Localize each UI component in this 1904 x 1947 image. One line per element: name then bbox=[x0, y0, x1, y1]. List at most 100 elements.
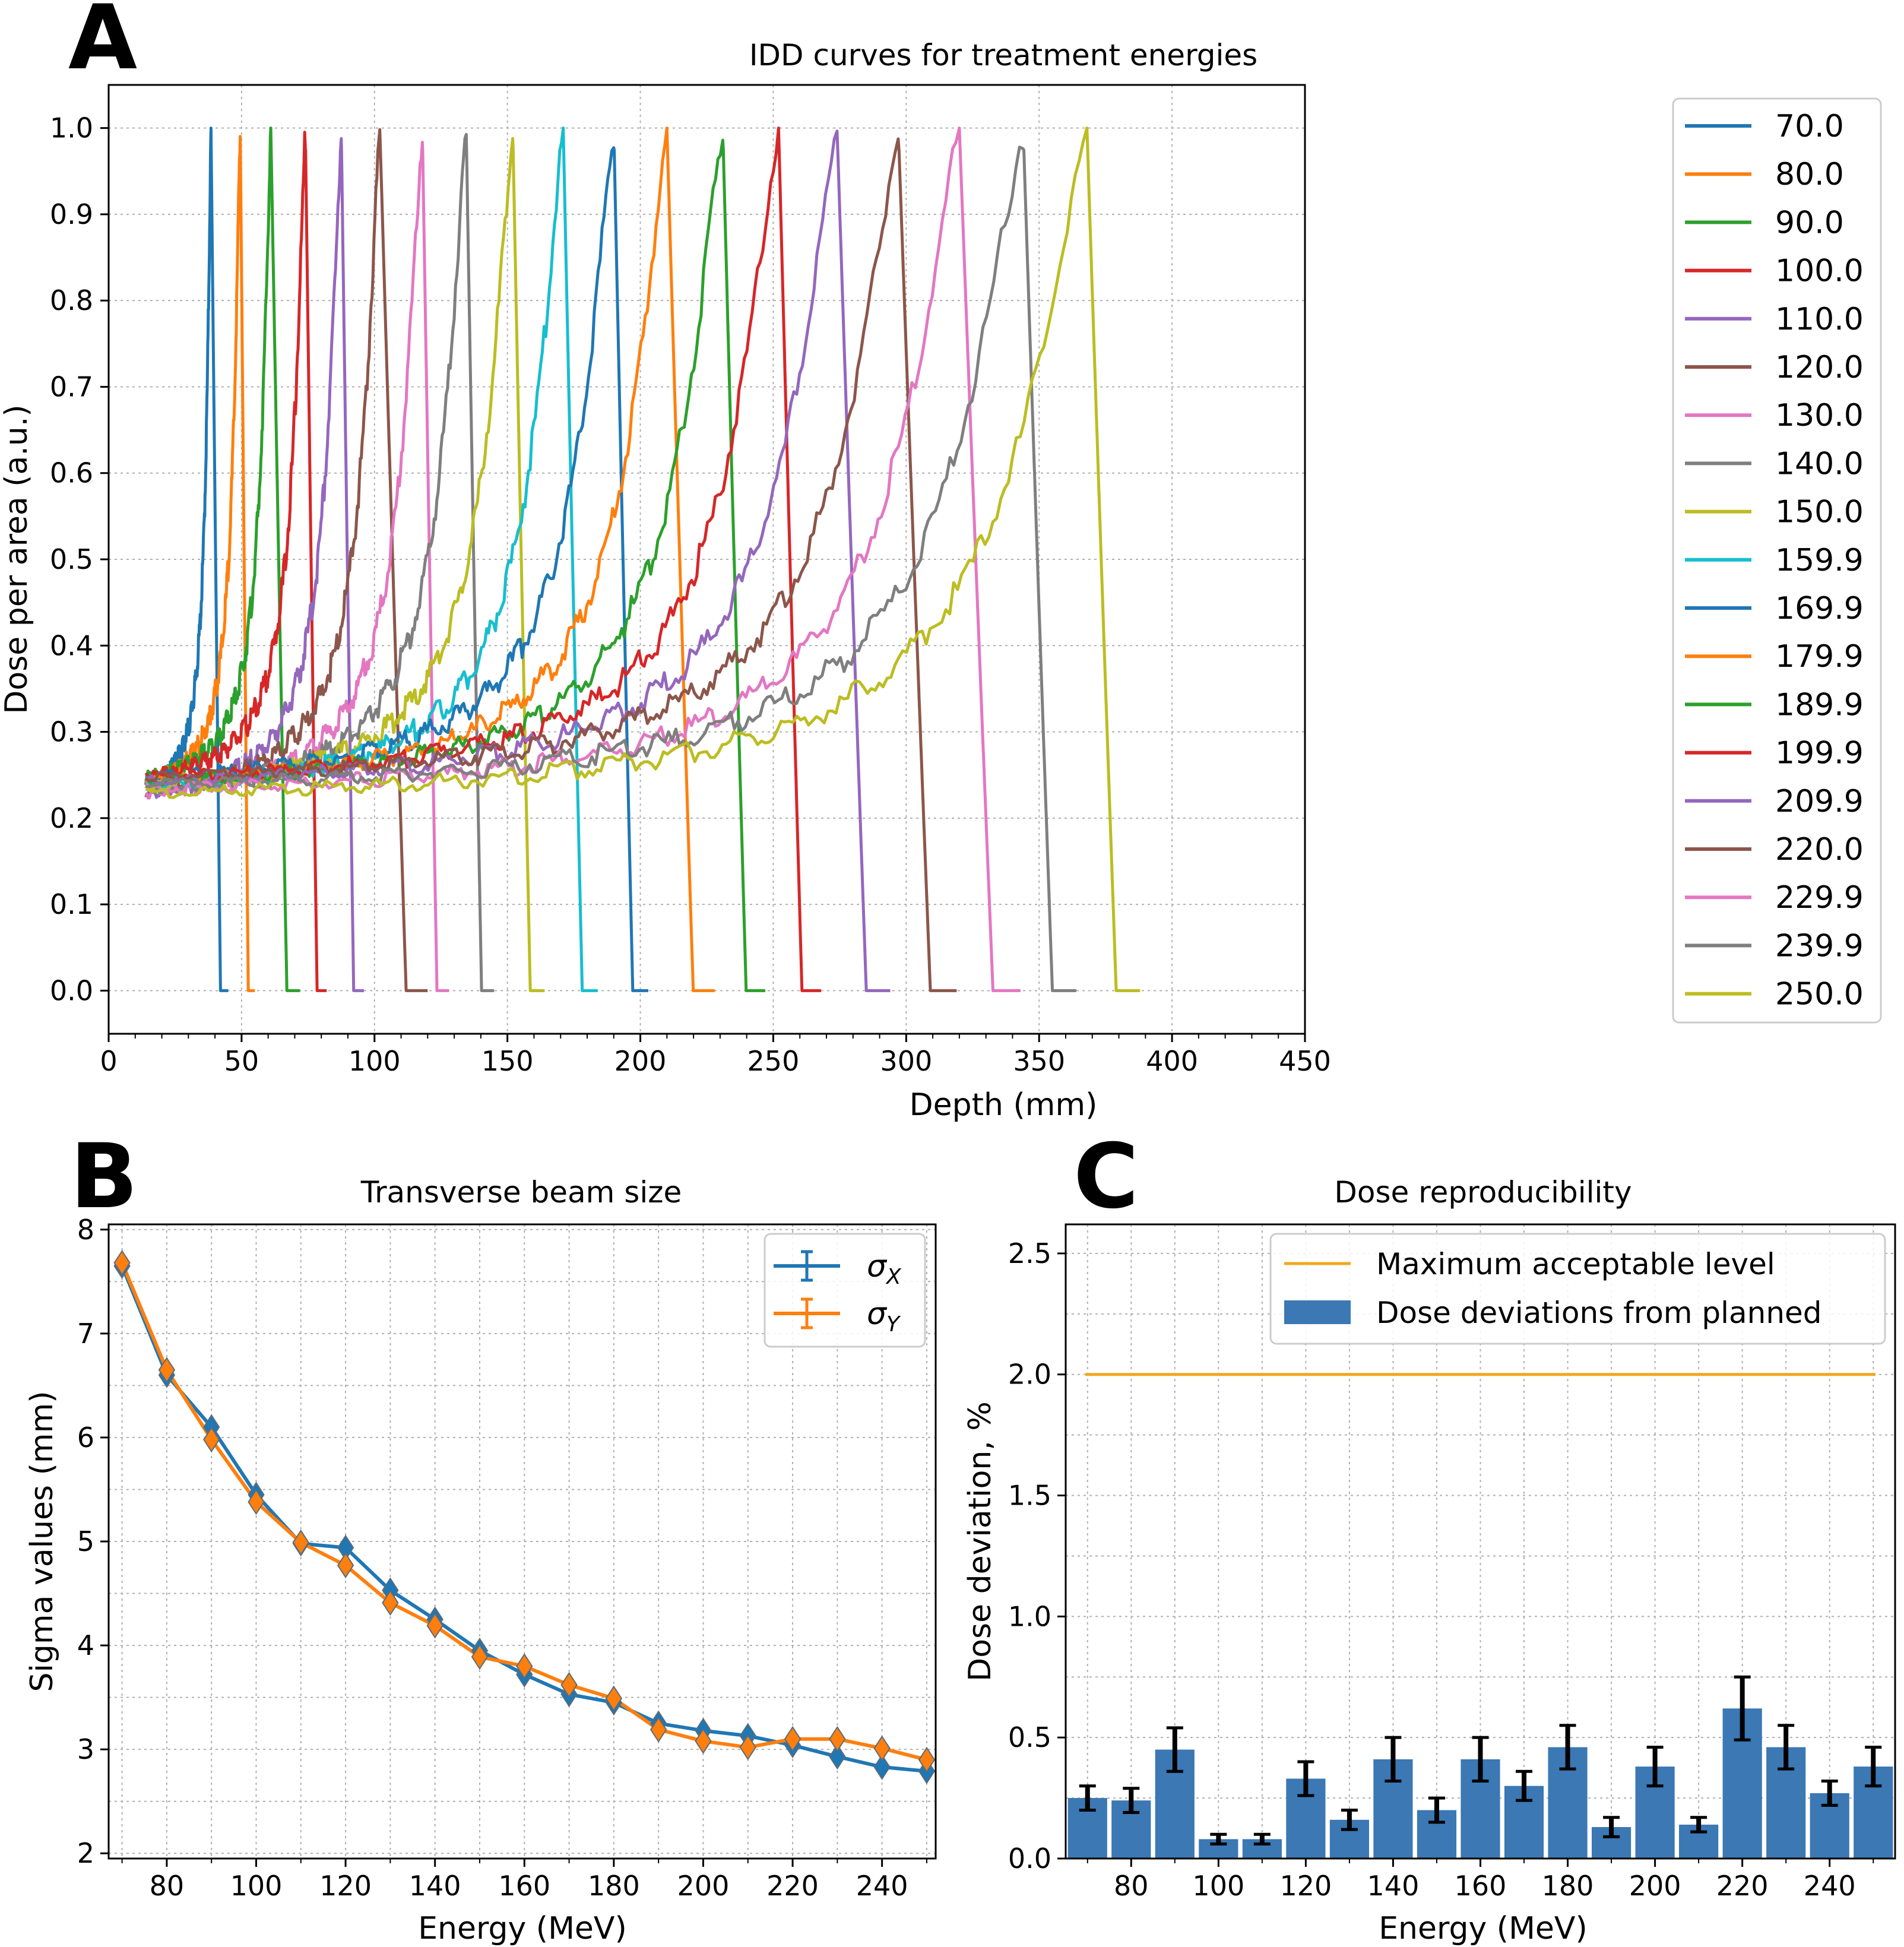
chart-a-legend-label: 250.0 bbox=[1775, 977, 1864, 1012]
chart-b-x-tick-label: 120 bbox=[319, 1870, 372, 1902]
panel-c-dose-chart: C Dose reproducibility 80 100 120 140 160 180… bbox=[962, 1125, 1896, 1946]
chart-b-x-tick-label: 100 bbox=[230, 1870, 283, 1902]
chart-a-legend-label: 90.0 bbox=[1775, 205, 1844, 240]
chart-a-x-tick-label: 0 bbox=[100, 1045, 117, 1077]
chart-c-legend-box bbox=[1269, 1233, 1886, 1345]
chart-c-y-tick-label: 0.0 bbox=[1008, 1842, 1051, 1875]
chart-c-x-tick-label: 140 bbox=[1367, 1870, 1420, 1902]
sigma-y-marker bbox=[158, 1357, 176, 1383]
chart-c-x-tick-label: 120 bbox=[1279, 1870, 1332, 1902]
chart-c-y-label: Dose deviation, % bbox=[962, 1401, 998, 1682]
idd-curve-209.9 bbox=[145, 129, 891, 992]
sigma-y-marker bbox=[605, 1685, 623, 1712]
chart-a-x-tick-label: 350 bbox=[1013, 1045, 1065, 1077]
chart-c-y-tick-label: 1.0 bbox=[1008, 1600, 1051, 1632]
chart-b-y-tick-label: 7 bbox=[77, 1318, 94, 1350]
chart-a-legend-label: 229.9 bbox=[1775, 880, 1864, 916]
chart-a-y-tick-label: 0.7 bbox=[50, 371, 93, 403]
chart-a-x-label: Depth (mm) bbox=[910, 1087, 1098, 1123]
sigma-y-marker bbox=[695, 1728, 712, 1754]
chart-a-y-tick-label: 0.2 bbox=[50, 802, 93, 834]
chart-a-x-tick-label: 100 bbox=[349, 1045, 401, 1077]
chart-b-x-ticks: 80 100 120 140 160 180 200 220 240 bbox=[121, 1859, 927, 1902]
chart-a-legend-label: 220.0 bbox=[1775, 832, 1864, 868]
chart-c-x-tick-label: 160 bbox=[1455, 1870, 1507, 1902]
idd-curve-90.0 bbox=[145, 126, 300, 992]
chart-c-legend: Maximum acceptable level Dose deviations… bbox=[1269, 1233, 1886, 1345]
chart-b-legend-box bbox=[763, 1233, 926, 1348]
idd-curve-80.0 bbox=[144, 135, 255, 992]
idd-curve-179.9 bbox=[145, 126, 715, 992]
legend-bar-swatch bbox=[1284, 1300, 1351, 1324]
chart-c-x-tick-label: 80 bbox=[1114, 1870, 1149, 1902]
sigma-y-marker bbox=[382, 1590, 399, 1616]
chart-b-y-tick-label: 4 bbox=[77, 1629, 94, 1661]
chart-c-series bbox=[1067, 1373, 1893, 1859]
chart-c-y-ticks: 0.0 0.5 1.0 1.5 2.0 2.5 bbox=[1008, 1237, 1066, 1875]
idd-curve-229.9 bbox=[144, 126, 1021, 992]
sigma-x-marker bbox=[873, 1754, 891, 1780]
chart-b-x-tick-label: 200 bbox=[677, 1870, 730, 1902]
sigma-y-marker bbox=[829, 1726, 846, 1752]
chart-a-legend-box bbox=[1672, 97, 1882, 1024]
chart-b-x-tick-label: 80 bbox=[150, 1870, 185, 1902]
sigma-y-marker bbox=[248, 1489, 265, 1515]
sigma-y-marker bbox=[784, 1726, 801, 1752]
sigma-y-marker bbox=[650, 1717, 667, 1743]
chart-a-legend-label: 179.9 bbox=[1775, 639, 1864, 675]
sigma-y-marker bbox=[337, 1552, 354, 1579]
chart-a-y-tick-label: 0.4 bbox=[50, 629, 93, 661]
chart-b-y-label: Sigma values (mm) bbox=[24, 1391, 60, 1692]
chart-b-x-tick-label: 160 bbox=[498, 1870, 550, 1902]
idd-curve-150.0 bbox=[144, 137, 545, 992]
chart-a-y-tick-label: 0.5 bbox=[50, 543, 93, 575]
sigma-y-marker bbox=[516, 1653, 533, 1679]
chart-a-y-ticks: 0.0 0.1 0.2 0.3 0.4 0.5 0.6 0.7 0.8 0.9 1.0 bbox=[50, 112, 109, 1006]
chart-c-x-tick-label: 180 bbox=[1542, 1870, 1594, 1902]
chart-a-x-tick-label: 400 bbox=[1146, 1045, 1198, 1077]
chart-c-x-tick-label: 200 bbox=[1629, 1870, 1681, 1902]
chart-a-x-tick-label: 200 bbox=[614, 1045, 667, 1077]
chart-c-x-tick-label: 100 bbox=[1192, 1870, 1244, 1902]
chart-a-x-tick-label: 250 bbox=[747, 1045, 800, 1077]
chart-a-x-tick-label: 150 bbox=[481, 1045, 534, 1077]
chart-a-title: IDD curves for treatment energies bbox=[749, 38, 1257, 72]
chart-a-legend-label: 209.9 bbox=[1775, 784, 1864, 819]
chart-b-y-tick-label: 5 bbox=[77, 1525, 94, 1557]
chart-a-y-label: Dose per area (a.u.) bbox=[0, 404, 34, 714]
chart-b-x-tick-label: 220 bbox=[766, 1870, 819, 1902]
chart-b-y-tick-label: 8 bbox=[77, 1214, 94, 1246]
chart-a-legend-label: 169.9 bbox=[1775, 591, 1864, 626]
chart-a-legend-label: 159.9 bbox=[1775, 543, 1864, 578]
chart-a-y-tick-label: 0.9 bbox=[50, 198, 93, 230]
chart-a-x-tick-label: 300 bbox=[880, 1045, 932, 1077]
chart-b-y-ticks: 2 3 4 5 6 7 8 bbox=[77, 1214, 109, 1869]
chart-b-legend-label: σX bbox=[867, 1249, 902, 1289]
sigma-y-marker bbox=[426, 1612, 443, 1639]
chart-a-legend-label: 80.0 bbox=[1775, 157, 1844, 192]
chart-a-series bbox=[144, 126, 1141, 992]
chart-a-legend-label: 140.0 bbox=[1775, 446, 1864, 482]
panel-letter-b: B bbox=[70, 1125, 138, 1229]
chart-b-y-tick-label: 2 bbox=[77, 1837, 94, 1869]
chart-a-x-ticks: 0 50 100 150 200 250 300 350 400 450 bbox=[100, 1034, 1331, 1077]
chart-a-legend-label: 110.0 bbox=[1775, 302, 1864, 337]
chart-b-y-tick-label: 6 bbox=[77, 1422, 94, 1454]
chart-a-legend-label: 120.0 bbox=[1775, 350, 1864, 385]
sigma-y-marker bbox=[202, 1426, 220, 1453]
chart-c-y-tick-label: 0.5 bbox=[1008, 1721, 1051, 1753]
chart-a-y-tick-label: 0.1 bbox=[50, 888, 93, 920]
chart-b-legend-label: σY bbox=[867, 1296, 901, 1337]
legend-threshold-label: Maximum acceptable level bbox=[1376, 1247, 1775, 1281]
chart-b-title: Transverse beam size bbox=[360, 1175, 682, 1210]
sigma-y-marker bbox=[739, 1734, 756, 1761]
chart-a-legend: 70.0 80.0 90.0 100.0 110.0 120.0 130.0 140.0 150… bbox=[1672, 97, 1882, 1024]
chart-b-x-tick-label: 180 bbox=[588, 1870, 640, 1902]
chart-a-x-tick-label: 50 bbox=[224, 1045, 259, 1077]
chart-a-legend-label: 150.0 bbox=[1775, 495, 1864, 530]
chart-a-legend-label: 100.0 bbox=[1775, 254, 1864, 289]
chart-a-legend-label: 70.0 bbox=[1775, 109, 1844, 144]
chart-c-y-tick-label: 1.5 bbox=[1008, 1480, 1051, 1512]
panel-letter-a: A bbox=[68, 0, 137, 90]
